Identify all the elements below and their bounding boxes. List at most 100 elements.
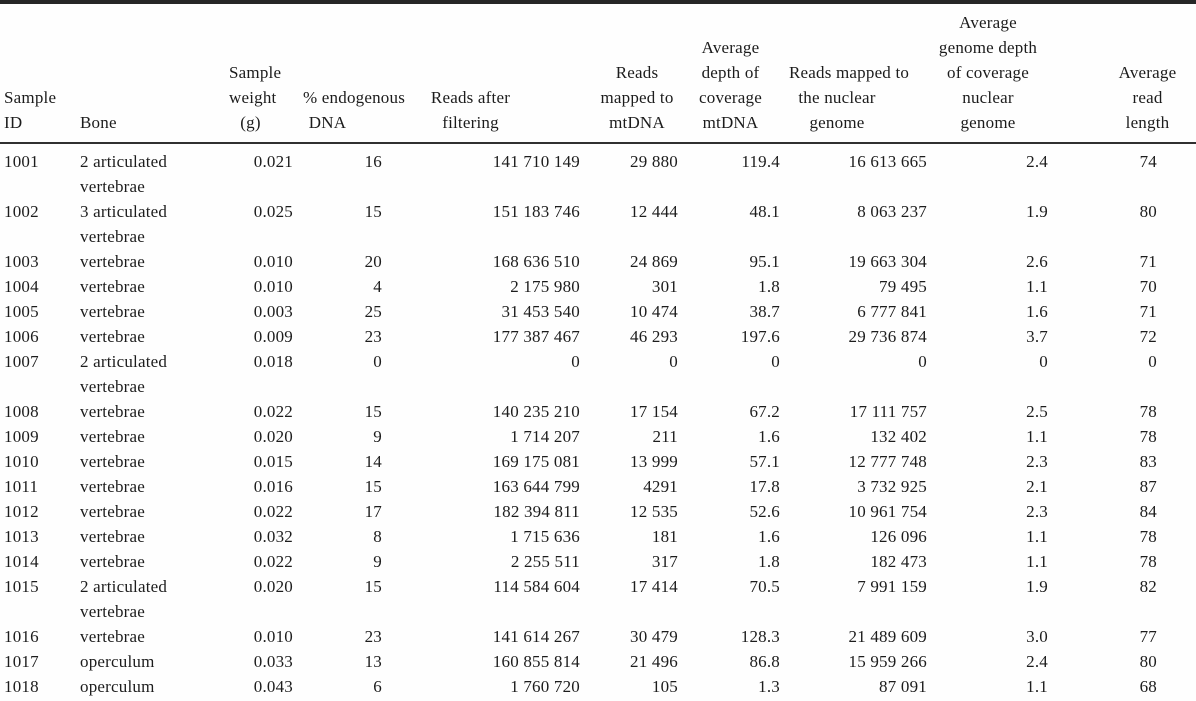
cell-reads-after-filtering: 1 715 636 (510, 527, 580, 546)
cell-bone: 3 articulated vertebrae (80, 202, 168, 246)
cell-avg-depth-nuclear: 2.4 (1026, 652, 1048, 671)
cell-avg-read-length: 74 (1139, 152, 1157, 171)
cell-sample-id: 1010 (4, 452, 39, 471)
cell-reads-nuclear: 182 473 (870, 552, 927, 571)
cell-reads-nuclear: 7 991 159 (857, 577, 927, 596)
cell-avg-read-length: 84 (1139, 502, 1157, 521)
cell-reads-nuclear: 132 402 (870, 427, 927, 446)
cell-sample-id: 1016 (4, 627, 39, 646)
cell-avg-read-length: 71 (1139, 302, 1157, 321)
cell-reads-after-filtering: 140 235 210 (492, 402, 580, 421)
cell-bone: vertebrae (80, 427, 146, 446)
cell-reads-after-filtering: 141 710 149 (492, 152, 580, 171)
cell-sample-id: 1009 (4, 427, 39, 446)
cell-reads-mtdna: 17 154 (630, 402, 678, 421)
cell-avg-depth-nuclear: 2.3 (1026, 502, 1048, 521)
table-row: 1006 vertebrae 0.009 23 177 387 467 46 293 197… (0, 324, 1196, 349)
cell-pct-endogenous: 15 (364, 202, 382, 221)
table-row: 1005 vertebrae 0.003 25 31 453 540 10 474 38.7… (0, 299, 1196, 324)
table-row: 1004 vertebrae 0.010 4 2 175 980 301 1.8 79 495… (0, 274, 1196, 299)
cell-weight: 0.009 (253, 327, 293, 346)
cell-pct-endogenous: 17 (364, 502, 382, 521)
cell-bone: vertebrae (80, 252, 146, 271)
cell-weight: 0.043 (253, 677, 293, 696)
cell-reads-mtdna: 13 999 (630, 452, 678, 471)
col-header-reads-after-filtering: Reads after filtering (392, 2, 588, 143)
cell-avg-depth-nuclear: 2.5 (1026, 402, 1048, 421)
cell-reads-mtdna: 0 (669, 352, 678, 371)
cell-avg-depth-mtdna: 128.3 (740, 627, 780, 646)
cell-reads-mtdna: 12 444 (630, 202, 678, 221)
cell-reads-nuclear: 6 777 841 (857, 302, 927, 321)
cell-bone: vertebrae (80, 402, 146, 421)
header-line: mtDNA (609, 113, 665, 132)
cell-pct-endogenous: 13 (364, 652, 382, 671)
cell-bone: vertebrae (80, 502, 146, 521)
cell-sample-id: 1018 (4, 677, 39, 696)
table-row: 1012 vertebrae 0.022 17 182 394 811 12 535 52.… (0, 499, 1196, 524)
header-line: genome depth (938, 38, 1038, 57)
cell-bone: operculum (80, 677, 155, 696)
col-header-bone: Bone (78, 2, 228, 143)
cell-reads-mtdna: 317 (651, 552, 678, 571)
cell-reads-mtdna: 4291 (643, 477, 678, 496)
cell-sample-id: 1001 (4, 152, 39, 171)
header-row: Sample ID Bone Sample weight (g) % endogenous D… (0, 2, 1196, 143)
table-row: 1016 vertebrae 0.010 23 141 614 267 30 479 128… (0, 624, 1196, 649)
cell-weight: 0.010 (253, 252, 293, 271)
cell-avg-depth-nuclear: 2.4 (1026, 152, 1048, 171)
cell-reads-nuclear: 10 961 754 (848, 502, 927, 521)
cell-reads-nuclear: 79 495 (879, 277, 927, 296)
cell-pct-endogenous: 6 (373, 677, 382, 696)
cell-pct-endogenous: 9 (373, 552, 382, 571)
table-row: 1014 vertebrae 0.022 9 2 255 511 317 1.8 182 47… (0, 549, 1196, 574)
cell-avg-read-length: 82 (1139, 577, 1157, 596)
cell-sample-id: 1005 (4, 302, 39, 321)
cell-bone: vertebrae (80, 527, 146, 546)
header-line: DNA (308, 113, 347, 132)
cell-pct-endogenous: 9 (373, 427, 382, 446)
cell-reads-after-filtering: 2 255 511 (510, 552, 580, 571)
cell-weight: 0.003 (253, 302, 293, 321)
cell-sample-id: 1003 (4, 252, 39, 271)
cell-reads-after-filtering: 182 394 811 (493, 502, 580, 521)
cell-reads-mtdna: 21 496 (630, 652, 678, 671)
cell-weight: 0.033 (253, 652, 293, 671)
cell-sample-id: 1015 (4, 577, 39, 596)
col-header-reads-mapped-nuclear: Reads mapped to the nuclear genome (788, 2, 935, 143)
cell-reads-nuclear: 3 732 925 (857, 477, 927, 496)
cell-weight: 0.010 (253, 277, 293, 296)
cell-weight: 0.010 (253, 627, 293, 646)
header-line: mapped to (600, 88, 674, 107)
header-line: Sample (229, 63, 282, 82)
cell-bone: vertebrae (80, 452, 146, 471)
cell-avg-depth-nuclear: 2.6 (1026, 252, 1048, 271)
cell-avg-depth-mtdna: 1.6 (758, 527, 780, 546)
cell-reads-nuclear: 12 777 748 (848, 452, 927, 471)
cell-weight: 0.022 (253, 552, 293, 571)
header-line: Reads after (430, 88, 511, 107)
cell-avg-read-length: 71 (1139, 252, 1157, 271)
cell-reads-mtdna: 29 880 (630, 152, 678, 171)
cell-weight: 0.016 (253, 477, 293, 496)
cell-reads-nuclear: 21 489 609 (848, 627, 927, 646)
table-row: 1011 vertebrae 0.016 15 163 644 799 4291 17.8 3… (0, 474, 1196, 499)
cell-sample-id: 1013 (4, 527, 39, 546)
cell-avg-depth-nuclear: 0 (1039, 352, 1048, 371)
header-line: Reads (615, 63, 659, 82)
cell-avg-depth-mtdna: 70.5 (749, 577, 780, 596)
cell-avg-depth-mtdna: 67.2 (749, 402, 780, 421)
cell-avg-read-length: 78 (1139, 427, 1157, 446)
cell-weight: 0.018 (253, 352, 293, 371)
cell-sample-id: 1002 (4, 202, 39, 221)
header-line: depth of (701, 63, 760, 82)
cell-avg-depth-mtdna: 52.6 (749, 502, 780, 521)
cell-pct-endogenous: 15 (364, 477, 382, 496)
header-line: Reads mapped to (789, 63, 910, 82)
cell-avg-read-length: 78 (1139, 552, 1157, 571)
table-row: 1002 3 articulated vertebrae 0.025 15 151 18… (0, 199, 1196, 249)
table-row: 1009 vertebrae 0.020 9 1 714 207 211 1.6 132 40… (0, 424, 1196, 449)
cell-avg-read-length: 77 (1139, 627, 1157, 646)
cell-avg-depth-mtdna: 119.4 (741, 152, 780, 171)
